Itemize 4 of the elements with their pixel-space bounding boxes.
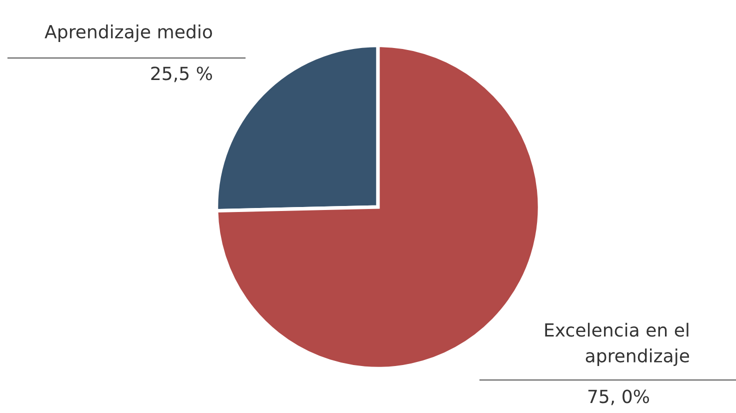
slice-label: Aprendizaje medio <box>44 24 212 42</box>
data-label: 75, 0% <box>588 390 650 406</box>
slice-label: Excelencia en el aprendizaje <box>545 322 690 366</box>
data-label: 25,5 % <box>151 66 212 82</box>
